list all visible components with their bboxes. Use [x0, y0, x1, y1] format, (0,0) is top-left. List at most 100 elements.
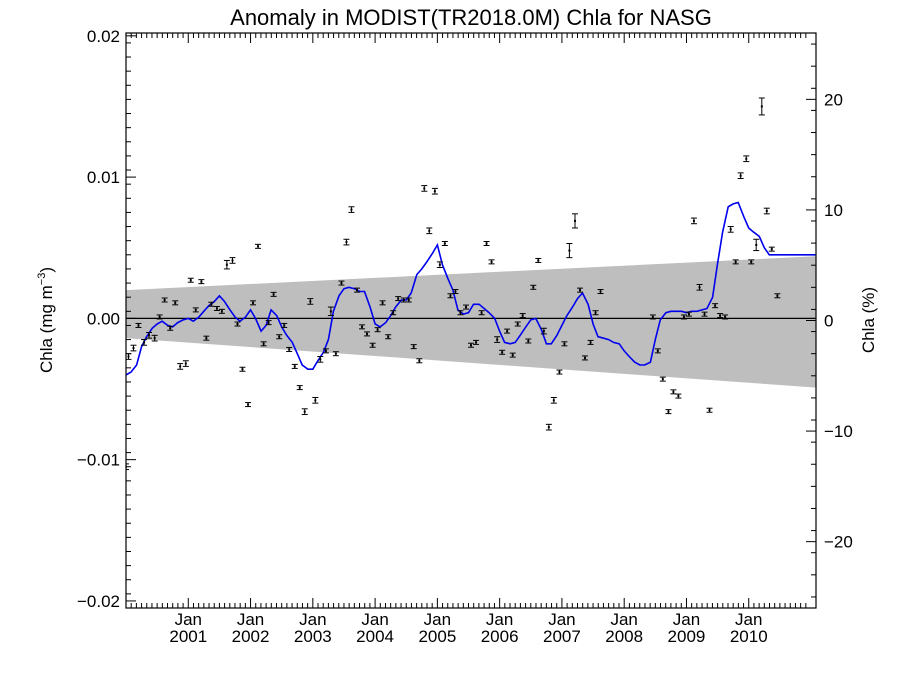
- data-point: [692, 219, 695, 222]
- data-point: [521, 314, 524, 317]
- data-point: [459, 311, 462, 314]
- data-point: [496, 338, 499, 341]
- anomaly-point: [322, 348, 329, 354]
- right-tick-label: 0: [824, 312, 833, 331]
- data-point: [589, 341, 592, 344]
- data-point: [449, 294, 452, 297]
- anomaly-point: [167, 325, 174, 331]
- anomaly-point: [737, 172, 744, 180]
- data-point: [200, 280, 203, 283]
- data-point: [687, 313, 690, 316]
- anomaly-point: [296, 385, 303, 391]
- data-point: [283, 324, 286, 327]
- anomaly-point: [265, 320, 272, 326]
- anomaly-point: [478, 310, 485, 316]
- anomaly-point: [301, 408, 308, 415]
- data-point: [376, 328, 379, 331]
- anomaly-point: [198, 279, 205, 285]
- anomaly-point: [270, 291, 277, 297]
- x-tick-year: 2001: [169, 627, 207, 646]
- x-tick-month: Jan: [486, 610, 513, 629]
- anomaly-point: [472, 339, 479, 345]
- anomaly-point: [592, 310, 599, 316]
- data-point: [158, 315, 161, 318]
- x-tick-month: Jan: [610, 610, 637, 629]
- data-point: [153, 337, 156, 340]
- anomaly-point: [410, 344, 417, 350]
- data-point: [547, 426, 550, 429]
- x-tick-year: 2006: [481, 627, 519, 646]
- data-point: [443, 242, 446, 245]
- data-point: [532, 286, 535, 289]
- anomaly-point: [561, 341, 568, 347]
- data-point: [356, 289, 359, 292]
- anomaly-point: [374, 327, 381, 333]
- right-tick-label: 20: [824, 90, 843, 109]
- data-point: [210, 303, 213, 306]
- anomaly-point: [774, 293, 781, 299]
- anomaly-point: [581, 355, 588, 361]
- anomaly-point: [250, 300, 257, 306]
- data-point: [703, 313, 706, 316]
- left-tick-label: −0.02: [77, 592, 120, 611]
- data-point: [137, 324, 140, 327]
- anomaly-point: [151, 334, 158, 342]
- data-point: [714, 304, 717, 307]
- anomaly-point: [255, 243, 262, 249]
- data-point: [241, 368, 244, 371]
- anomaly-point: [130, 344, 137, 352]
- anomaly-point: [177, 363, 184, 370]
- chart-title: Anomaly in MODIST(TR2018.0M) Chla for NA…: [230, 5, 712, 30]
- anomaly-point: [146, 332, 153, 339]
- anomaly-point: [758, 97, 765, 116]
- anomaly-point: [457, 310, 464, 316]
- anomaly-point: [327, 306, 334, 317]
- anomaly-point: [245, 402, 252, 408]
- anomaly-point: [234, 321, 241, 327]
- anomaly-point: [332, 351, 339, 357]
- data-point: [293, 365, 296, 368]
- x-tick-month: Jan: [175, 610, 202, 629]
- data-point: [278, 335, 281, 338]
- data-point: [516, 323, 519, 326]
- data-point: [558, 371, 561, 374]
- data-point: [537, 259, 540, 262]
- data-point: [392, 311, 395, 314]
- data-point: [465, 306, 468, 309]
- data-point: [397, 297, 400, 300]
- anomaly-point: [431, 187, 438, 195]
- y-axis-label-left: Chla (mg m−3): [36, 267, 56, 373]
- anomaly-point: [659, 376, 666, 382]
- data-point: [205, 337, 208, 340]
- data-point: [480, 311, 483, 314]
- anomaly-point: [483, 241, 490, 247]
- data-point: [148, 334, 151, 337]
- data-point: [298, 386, 301, 389]
- anomaly-point: [732, 259, 739, 265]
- data-point: [194, 308, 197, 311]
- data-point: [334, 352, 337, 355]
- anomaly-point: [654, 348, 661, 354]
- data-point: [215, 307, 218, 310]
- anomaly-point: [763, 207, 770, 215]
- anomaly-point: [141, 339, 148, 346]
- anomaly-point: [576, 287, 583, 293]
- data-point: [350, 208, 353, 211]
- anomaly-point: [369, 342, 376, 348]
- data-point: [734, 260, 737, 263]
- anomaly-point: [597, 289, 604, 295]
- data-point: [257, 245, 260, 248]
- data-point: [402, 299, 405, 302]
- data-point: [454, 290, 457, 293]
- data-point: [428, 229, 431, 232]
- data-point: [563, 342, 566, 345]
- data-point: [132, 347, 135, 350]
- anomaly-point: [488, 259, 495, 265]
- anomaly-point: [354, 287, 361, 293]
- anomaly-point: [192, 307, 199, 313]
- anomaly-point: [395, 296, 402, 302]
- x-tick-year: 2008: [605, 627, 643, 646]
- data-point: [511, 354, 514, 357]
- data-point: [672, 390, 675, 393]
- anomaly-point: [405, 297, 412, 303]
